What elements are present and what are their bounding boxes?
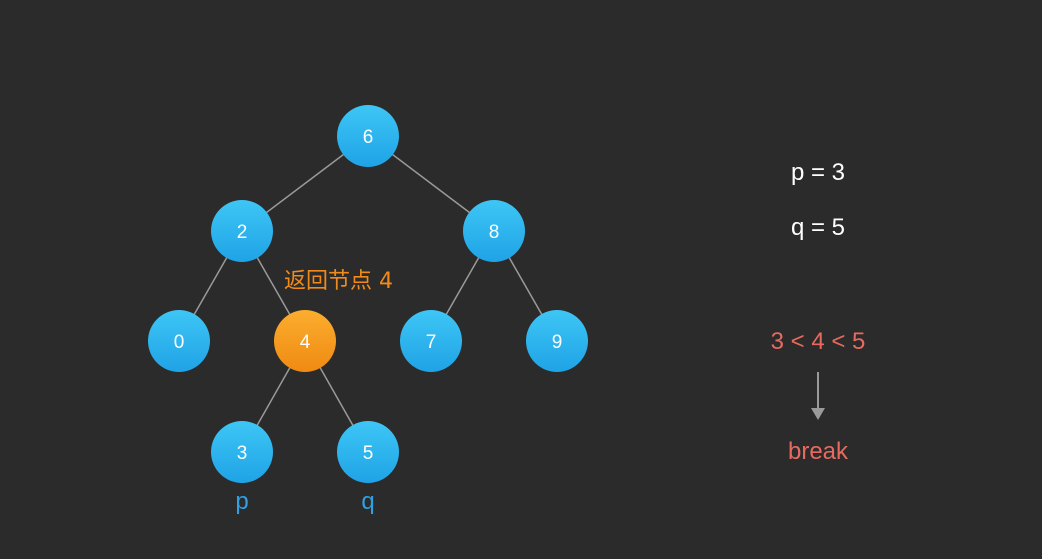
node-label: 3 bbox=[237, 443, 248, 464]
node-circle bbox=[526, 310, 588, 372]
tree-node-7: 7 bbox=[400, 310, 462, 372]
tree-node-9: 9 bbox=[526, 310, 588, 372]
tree-node-3: 3 bbox=[211, 421, 273, 483]
node-label: 8 bbox=[489, 222, 500, 243]
node-label: 9 bbox=[552, 332, 563, 353]
down-arrow-icon bbox=[811, 372, 825, 420]
node-circle bbox=[463, 200, 525, 262]
tree-node-4: 4 bbox=[274, 310, 336, 372]
tree-node-0: 0 bbox=[148, 310, 210, 372]
pointer-label-p: p bbox=[235, 488, 248, 515]
node-circle bbox=[211, 421, 273, 483]
pointer-label-q: q bbox=[361, 488, 374, 515]
node-label: 0 bbox=[174, 332, 185, 353]
node-circle bbox=[337, 421, 399, 483]
tree-node-8: 8 bbox=[463, 200, 525, 262]
node-circle bbox=[274, 310, 336, 372]
node-circle bbox=[400, 310, 462, 372]
tree-node-6: 6 bbox=[337, 105, 399, 167]
node-label: 6 bbox=[363, 127, 374, 148]
node-label: 7 bbox=[426, 332, 437, 353]
param-p: p = 3 bbox=[790, 159, 846, 186]
node-label: 4 bbox=[300, 332, 311, 353]
return-node-note: 返回节点 4 bbox=[284, 269, 393, 294]
param-q: q = 5 bbox=[790, 214, 846, 241]
node-circle bbox=[148, 310, 210, 372]
node-circle bbox=[337, 105, 399, 167]
break-text: break bbox=[787, 438, 849, 465]
condition-text: 3 < 4 < 5 bbox=[770, 328, 866, 355]
tree-node-5: 5 bbox=[337, 421, 399, 483]
node-label: 2 bbox=[237, 222, 248, 243]
node-label: 5 bbox=[363, 443, 374, 464]
tree-node-2: 2 bbox=[211, 200, 273, 262]
node-circle bbox=[211, 200, 273, 262]
